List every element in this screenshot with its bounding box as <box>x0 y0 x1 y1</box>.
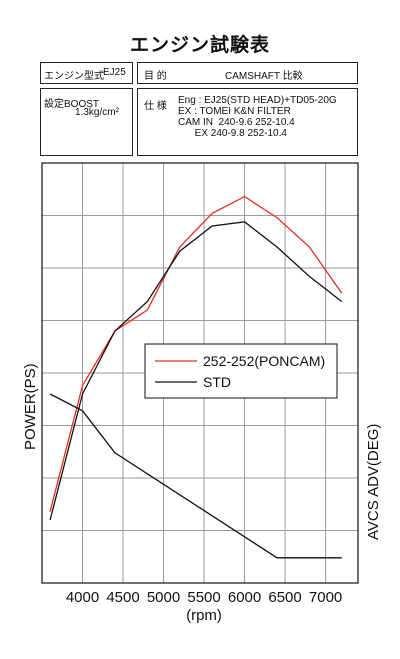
spec-line: EX 240-9.8 252-10.4 <box>178 128 287 139</box>
plot-frame <box>41 162 359 584</box>
boost-value: 1.3kg/cm² <box>75 107 119 118</box>
spec-box: 仕 様 Eng : EJ25(STD HEAD)+TD05-20G EX : T… <box>137 88 358 156</box>
x-tick-label: 7000 <box>309 589 342 606</box>
engine-type-label: エンジン型式 <box>44 71 104 82</box>
series-line-std-avcs <box>49 393 342 559</box>
legend-label-std: STD <box>203 374 231 390</box>
legend-box <box>144 343 338 399</box>
x-axis-label: (rpm) <box>186 607 222 624</box>
x-tick-label: 4500 <box>106 589 139 606</box>
purpose-box: 目 的 CAMSHAFT 比較 <box>137 62 358 84</box>
boost-box: 設定BOOST 1.3kg/cm² <box>40 88 133 156</box>
boost-label: 設定BOOST <box>44 99 100 110</box>
purpose-label: 目 的 <box>144 71 167 82</box>
x-tick-label: 6500 <box>268 589 301 606</box>
chart-title: エンジン試験表 <box>129 34 270 56</box>
purpose-value: CAMSHAFT 比較 <box>225 71 303 82</box>
spec-line: CAM IN 240-9.6 252-10.4 <box>178 117 295 128</box>
x-tick-label: 6000 <box>228 589 261 606</box>
engine-type-box: エンジン型式 EJ25 <box>40 62 133 84</box>
series-line-std <box>49 221 343 521</box>
spec-label: 仕 様 <box>144 101 167 112</box>
y-axis-label-left: POWER(PS) <box>22 363 39 450</box>
spec-line: Eng : EJ25(STD HEAD)+TD05-20G <box>178 95 337 106</box>
spec-line: EX : TOMEI K&N FILTER <box>178 106 291 117</box>
spec-lines: Eng : EJ25(STD HEAD)+TD05-20G EX : TOMEI… <box>178 95 337 139</box>
engine-type-value: EJ25 <box>103 67 126 78</box>
y-axis-label-right: AVCS ADV(DEG) <box>365 423 382 540</box>
legend-label-poncam: 252-252(PONCAM) <box>203 353 325 369</box>
series-line-poncam <box>49 195 343 512</box>
x-tick-label: 4000 <box>66 589 99 606</box>
x-tick-label: 5500 <box>187 589 220 606</box>
x-tick-label: 5000 <box>147 589 180 606</box>
